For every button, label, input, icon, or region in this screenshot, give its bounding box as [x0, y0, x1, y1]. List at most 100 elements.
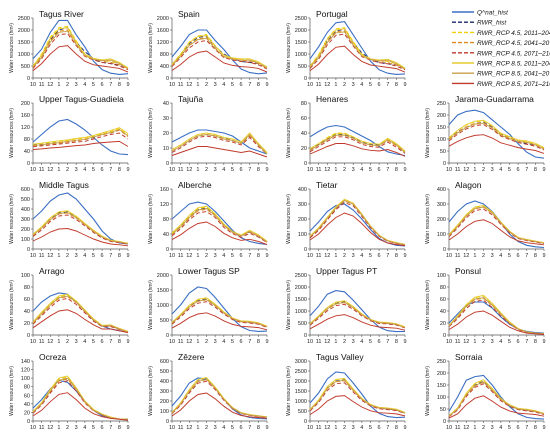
y-tick-label: 200 [437, 113, 446, 119]
x-tick-label: 11 [39, 425, 45, 431]
series-line-1 [32, 118, 129, 156]
y-tick-label: 100 [160, 409, 169, 415]
series-line-4 [448, 206, 545, 244]
x-tick-label: 11 [316, 82, 322, 88]
y-tick-label: 10 [163, 146, 169, 152]
x-tick-label: 2 [482, 253, 485, 259]
x-tick-label: 9 [265, 339, 268, 345]
x-tick-label: 3 [352, 82, 355, 88]
x-tick-label: 5 [508, 339, 511, 345]
x-tick-label: 1 [334, 425, 337, 431]
x-tick-label: 12 [324, 339, 330, 345]
y-tick-label: 40 [301, 131, 307, 137]
y-tick-label: 0 [166, 161, 169, 167]
series-line-5 [309, 136, 406, 154]
x-tick-label: 12 [47, 253, 53, 259]
y-axis-label: Water resources (hm³) [286, 366, 292, 416]
y-tick-label: 0 [304, 247, 307, 253]
series-line-4 [309, 134, 406, 153]
panel-title: Arrago [39, 266, 65, 276]
x-tick-label: 9 [542, 339, 545, 345]
x-tick-label: 1 [334, 253, 337, 259]
x-tick-label: 8 [118, 339, 121, 345]
y-tick-label: 500 [21, 64, 30, 70]
panel-title: Jarama-Guadarrama [455, 94, 534, 104]
x-tick-label: 4 [222, 82, 225, 88]
legend: Q^nat_hist RWR_hist RWR_RCP 4.5, 2011–2040… [452, 10, 550, 88]
x-tick-label: 4 [83, 82, 86, 88]
series-line-5 [32, 33, 129, 71]
x-tick-label: 8 [534, 425, 537, 431]
y-tick-label: 60 [24, 297, 30, 303]
y-axis-label: Water resources (hm³) [286, 194, 292, 244]
x-tick-label: 3 [214, 82, 217, 88]
x-tick-label: 11 [455, 253, 461, 259]
y-tick-label: 200 [21, 227, 30, 233]
x-tick-label: 8 [118, 167, 121, 173]
x-tick-label: 9 [403, 253, 406, 259]
y-axis-label: Water resources (hm³) [286, 23, 292, 73]
x-tick-label: 2 [482, 167, 485, 173]
x-tick-label: 11 [316, 253, 322, 259]
series-line-7 [32, 30, 129, 70]
x-tick-label: 5 [369, 339, 372, 345]
y-tick-label: 100 [21, 273, 30, 279]
y-tick-label: 40 [24, 402, 30, 408]
series-line-8 [32, 309, 129, 334]
x-tick-label: 11 [455, 425, 461, 431]
x-tick-label: 4 [83, 339, 86, 345]
series-line-4 [171, 379, 268, 418]
x-tick-label: 12 [186, 425, 192, 431]
x-tick-label: 9 [126, 425, 129, 431]
y-tick-label: 100 [21, 376, 30, 382]
x-tick-label: 10 [307, 425, 313, 431]
x-tick-label: 10 [30, 339, 36, 345]
x-tick-label: 10 [169, 425, 175, 431]
x-tick-label: 9 [542, 167, 545, 173]
x-tick-label: 9 [403, 339, 406, 345]
x-tick-label: 10 [307, 167, 313, 173]
x-tick-label: 10 [307, 253, 313, 259]
x-tick-label: 6 [378, 425, 381, 431]
legend-label: RWR_hist [477, 20, 507, 27]
series-line-5 [171, 39, 268, 70]
series-line-8 [171, 50, 268, 73]
panel-title: Spain [178, 9, 200, 19]
series-line-7 [32, 212, 129, 245]
y-tick-label: 300 [298, 202, 307, 208]
x-tick-label: 12 [186, 339, 192, 345]
x-tick-label: 12 [463, 425, 469, 431]
y-axis-label: Water resources (hm³) [9, 366, 15, 416]
x-tick-label: 4 [222, 253, 225, 259]
x-tick-label: 7 [248, 82, 251, 88]
x-tick-label: 7 [525, 339, 528, 345]
series-line-7 [448, 381, 545, 417]
series-line-6 [448, 204, 545, 244]
y-tick-label: 500 [21, 197, 30, 203]
x-tick-label: 8 [395, 82, 398, 88]
panel-title: Tagus River [39, 9, 84, 19]
series-line-7 [309, 134, 406, 153]
y-tick-label: 400 [437, 187, 446, 193]
series-line-8 [32, 140, 129, 150]
series-line-6 [171, 205, 268, 242]
x-tick-label: 5 [231, 425, 234, 431]
series-line-7 [171, 207, 268, 243]
x-tick-label: 4 [360, 82, 363, 88]
y-tick-label: 300 [437, 202, 446, 208]
x-tick-label: 5 [92, 425, 95, 431]
x-tick-label: 4 [222, 167, 225, 173]
panel-title: Tajuña [178, 94, 203, 104]
x-tick-label: 8 [534, 167, 537, 173]
x-tick-label: 2 [205, 425, 208, 431]
series-line-2 [171, 207, 268, 242]
x-tick-label: 9 [403, 167, 406, 173]
y-tick-label: 500 [298, 409, 307, 415]
x-tick-label: 1 [196, 253, 199, 259]
x-tick-label: 8 [257, 425, 260, 431]
x-tick-label: 8 [534, 339, 537, 345]
